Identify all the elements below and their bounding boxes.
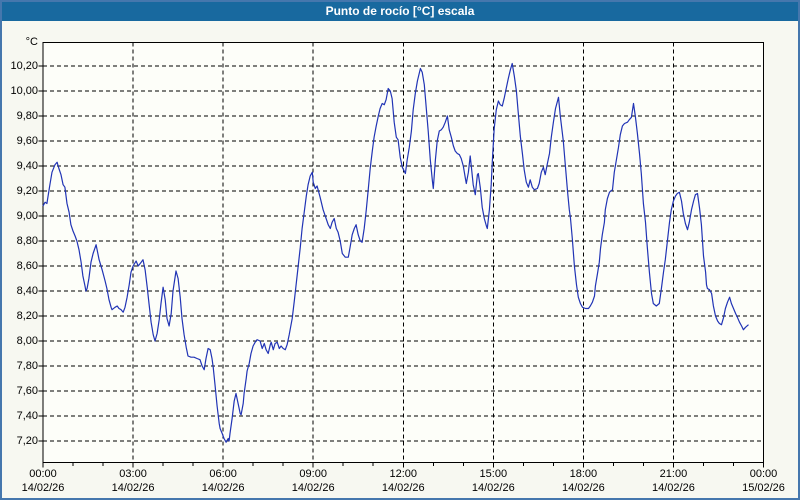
x-axis-date-label: 14/02/26	[652, 482, 695, 494]
x-axis-time-label: 18:00	[569, 468, 598, 480]
y-axis-label: 8,40	[16, 285, 38, 297]
dewpoint-series-line	[42, 62, 749, 443]
x-axis-date-label: 14/02/26	[291, 482, 335, 494]
title-bar: Punto de rocío [°C] escala	[2, 2, 798, 21]
x-axis-date-label: 14/02/26	[381, 482, 425, 494]
y-axis-label: 8,60	[16, 260, 38, 272]
y-axis-label: 8,80	[16, 235, 38, 247]
plot-border	[42, 42, 764, 463]
y-axis-label: 7,60	[16, 385, 38, 397]
x-axis-time-label: 09:00	[299, 468, 327, 480]
y-axis-label: 9,20	[16, 185, 38, 197]
x-axis-date-label: 14/02/26	[561, 482, 605, 494]
x-axis-date-label: 14/02/26	[201, 482, 245, 494]
x-axis-date-label: 14/02/26	[111, 482, 155, 494]
y-axis-label: 9,40	[16, 160, 38, 172]
x-axis-date-label: 14/02/26	[471, 482, 515, 494]
y-axis-unit-label: °C	[25, 36, 38, 48]
x-axis-time-label: 03:00	[119, 468, 147, 480]
x-axis-time-label: 00:00	[749, 468, 778, 480]
x-axis-date-label: 15/02/26	[742, 482, 785, 494]
y-axis-label: 7,20	[16, 435, 38, 447]
y-axis-label: 7,80	[16, 360, 38, 372]
chart-title: Punto de rocío [°C] escala	[325, 4, 475, 18]
y-axis-label: 7,40	[16, 410, 38, 422]
y-axis-label: 8,20	[16, 310, 38, 322]
y-axis-label: 9,80	[16, 110, 38, 122]
y-axis-label: 9,60	[16, 135, 38, 147]
x-axis-time-label: 15:00	[479, 468, 508, 480]
x-axis-time-label: 00:00	[29, 468, 57, 480]
y-axis-label: 8,00	[16, 335, 38, 347]
x-axis-time-label: 21:00	[659, 468, 688, 480]
x-axis-date-label: 14/02/26	[21, 482, 65, 494]
y-axis-label: 10,20	[10, 60, 38, 72]
y-axis-label: 9,00	[16, 210, 38, 222]
y-axis-label: 10,00	[10, 85, 38, 97]
x-axis-time-label: 12:00	[389, 468, 418, 480]
x-axis-time-label: 06:00	[209, 468, 237, 480]
